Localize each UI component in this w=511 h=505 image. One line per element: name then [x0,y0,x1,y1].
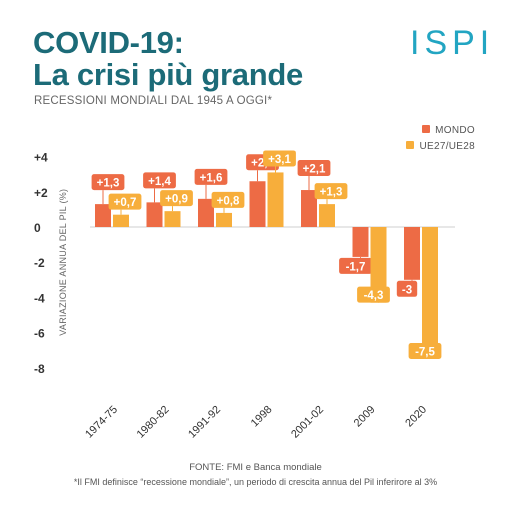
data-label-box [339,257,372,274]
bar-ue-1998 [267,172,284,227]
data-label-box [263,150,296,167]
y-axis-label: VARIAZIONE ANNUA DEL PIL (%) [58,189,68,336]
data-label: +1,6 [200,172,223,184]
bar-ue-2001-02 [319,204,335,227]
y-tick-label: +2 [34,186,48,200]
data-label: -3 [402,284,412,296]
x-tick-label: 1974-75 [83,404,120,441]
bar-mondo-1998 [249,181,266,227]
bar-mondo-1991-92 [198,198,214,227]
data-label-box [108,193,142,210]
data-label: +2,1 [303,164,326,176]
x-tick-label: 2020 [403,404,429,430]
legend-swatch-mondo [422,125,431,133]
source-note: FONTE: FMI e Banca mondiale [189,462,322,473]
data-label-box [143,172,176,189]
chart-subtitle: RECESSIONI MONDIALI DAL 1945 A OGGI* [34,95,273,107]
bar-mondo-1974-75 [95,204,111,227]
y-tick-label: 0 [34,221,41,235]
title-line-2: La crisi più grande [33,57,303,92]
bar-ue-2009 [370,227,387,303]
data-label-box [314,183,348,200]
data-label-box [160,190,193,207]
data-label: +0,7 [114,197,137,209]
data-label-box [91,174,125,191]
ispi-logo: ISPI [410,24,495,62]
data-label-box [357,286,390,303]
bar-mondo-2020 [404,227,420,280]
footnote: *Il FMI definisce “recessione mondiale”,… [73,477,438,487]
data-label: +1,3 [320,187,343,199]
bar-ue-2020 [422,227,438,359]
x-tick-label: 1991-92 [186,404,223,441]
data-label-box [297,160,331,177]
data-label: -4,3 [364,290,384,302]
data-label-box [408,343,442,359]
legend-item-ue: UE27/UE28 [406,141,475,152]
bar-mondo-1980-82 [146,202,163,227]
data-label: +1,3 [97,178,120,190]
legend-label-mondo: MONDO [435,125,475,136]
data-label: +0,8 [217,195,240,207]
x-tick-label: 2009 [352,404,378,430]
data-label: -1,7 [346,261,366,273]
data-label: -7,5 [415,347,435,359]
legend-item-mondo: MONDO [422,125,475,136]
x-tick-label: 1998 [249,404,275,430]
bar-ue-1974-75 [113,214,129,227]
bar-chart: +4 +2 0 -2 -4 -6 -8 VARIAZIONE ANNUA DEL PIL (%… [34,150,455,441]
data-label: +3,1 [268,154,291,166]
bar-mondo-2009 [352,227,369,257]
bar-ue-1991-92 [216,212,232,227]
legend-swatch-ue [406,141,415,149]
data-label: +0,9 [165,194,188,206]
y-tick-label: -6 [34,327,45,341]
bar-ue-1980-82 [164,211,181,227]
x-tick-label: 1980-82 [135,404,172,441]
title-line-1: COVID-19: [33,25,184,60]
y-tick-label: -8 [34,362,45,376]
data-label-box [211,191,245,208]
y-tick-label: -4 [34,291,45,305]
legend-label-ue: UE27/UE28 [419,141,475,152]
data-label-box [396,280,418,297]
bar-mondo-2001-02 [301,190,317,227]
y-tick-label: +4 [34,151,48,165]
data-label-box [194,168,228,185]
data-label: +1,4 [148,176,171,188]
x-tick-label: 2001-02 [289,404,326,441]
y-tick-label: -2 [34,256,45,270]
